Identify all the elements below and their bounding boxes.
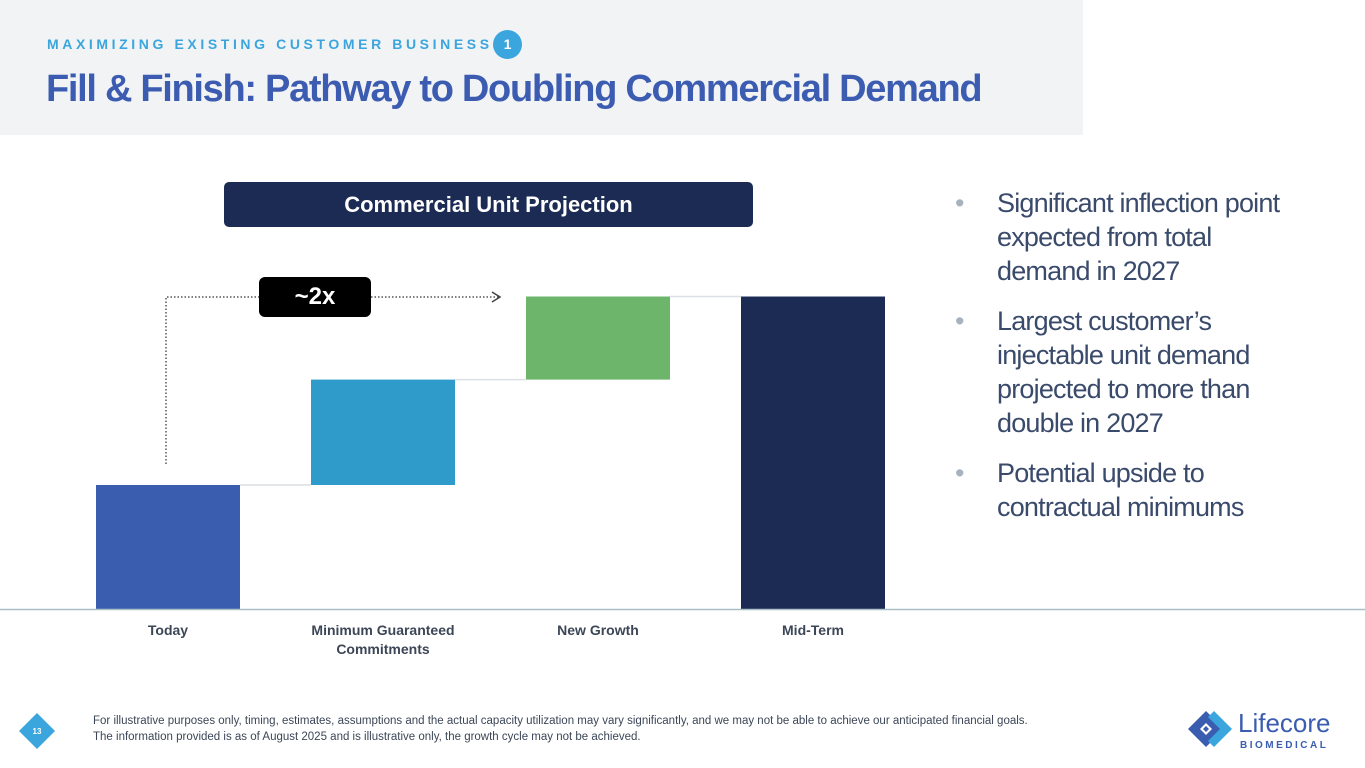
x-tick-label: Minimum Guaranteed Commitments	[311, 622, 455, 657]
bullet-text: Significant inflection point expected fr…	[997, 188, 1280, 286]
footnote: For illustrative purposes only, timing, …	[93, 713, 1028, 745]
bullet-text: Largest customer’s injectable unit deman…	[997, 306, 1250, 438]
multiplier-annotation: ~2x	[259, 277, 371, 317]
bar-mid-term	[741, 296, 885, 609]
bullet-item: • Potential upside to contractual minimum…	[955, 456, 1285, 524]
bullet-item: • Significant inflection point expected f…	[955, 186, 1285, 288]
bar-today	[96, 485, 240, 609]
doubling-connector-left	[165, 296, 259, 464]
section-kicker: MAXIMIZING EXISTING CUSTOMER BUSINESS	[47, 36, 493, 52]
chart-title: Commercial Unit Projection	[224, 182, 753, 227]
bar-minimum-guaranteed-commitments	[311, 379, 455, 485]
section-badge: 1	[493, 30, 522, 59]
header-band: MAXIMIZING EXISTING CUSTOMER BUSINESS 1 …	[0, 0, 1083, 135]
footnote-line: The information provided is as of August…	[93, 731, 641, 743]
bullet-dot-icon: •	[955, 306, 964, 336]
logo-subtext: BIOMEDICAL	[1240, 740, 1328, 751]
x-tick-label: Mid-Term	[782, 622, 844, 638]
page-title: Fill & Finish: Pathway to Doubling Comme…	[46, 68, 983, 110]
bullet-dot-icon: •	[955, 458, 964, 488]
bullet-text: Potential upside to contractual minimums	[997, 458, 1244, 522]
arrow-head-icon	[491, 291, 502, 303]
bullet-item: • Largest customer’s injectable unit dema…	[955, 304, 1285, 440]
bar-new-growth	[526, 296, 670, 380]
bullet-dot-icon: •	[955, 188, 964, 218]
x-tick-label: Today	[147, 622, 189, 638]
footnote-line: For illustrative purposes only, timing, …	[93, 715, 1028, 727]
page-number: 13	[33, 727, 42, 736]
bullet-list: • Significant inflection point expected f…	[955, 186, 1285, 540]
lifecore-logo: Lifecore BIOMEDICAL	[1188, 708, 1331, 751]
page-number-badge: 13	[19, 713, 55, 749]
x-tick-label: New Growth	[557, 622, 639, 638]
logo-text: Lifecore	[1238, 708, 1331, 738]
